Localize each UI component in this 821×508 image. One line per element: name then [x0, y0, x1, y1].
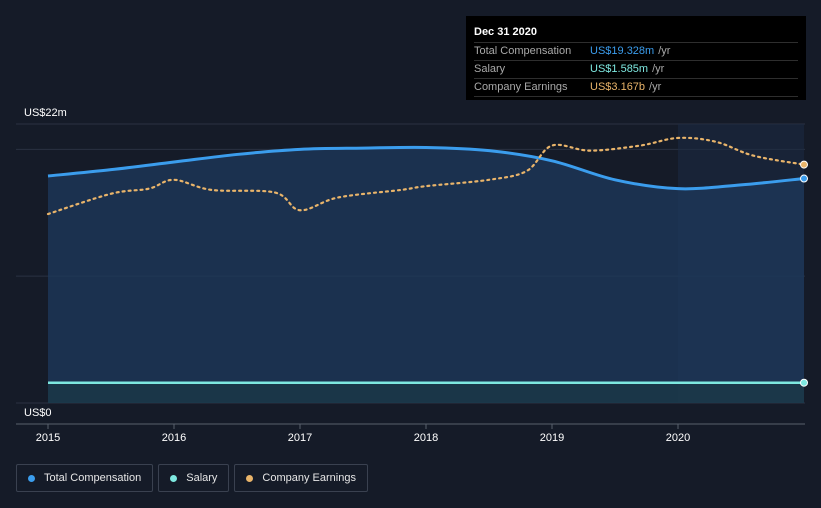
company-earnings-line	[46, 136, 806, 216]
tooltip-row-salary: Salary US$1.585m /yr	[474, 60, 798, 78]
tooltip: Dec 31 2020 Total Compensation US$19.328…	[466, 16, 806, 100]
tooltip-value: US$3.167b	[590, 81, 646, 93]
series-layer	[46, 136, 808, 403]
tooltip-label: Salary	[474, 63, 506, 75]
tooltip-date: Dec 31 2020	[474, 26, 537, 38]
tooltip-unit: /yr	[658, 45, 671, 57]
axis-layer: 2015 2016 2017 2018 2019 2020	[16, 423, 805, 444]
x-tick-label: 2020	[666, 432, 690, 444]
legend-label: Salary	[186, 472, 218, 484]
legend-item-company-earnings[interactable]: Company Earnings	[234, 464, 368, 492]
tooltip-label: Total Compensation	[474, 45, 572, 57]
x-tick-label: 2015	[36, 432, 60, 444]
legend-dot-icon	[170, 474, 178, 482]
tooltip-row-company-earnings: Company Earnings US$3.167b /yr	[474, 78, 798, 97]
tooltip-value: US$1.585m	[590, 63, 649, 75]
total-compensation-area	[48, 147, 804, 403]
y-axis-top-label: US$22m	[24, 107, 67, 119]
tooltip-label: Company Earnings	[474, 81, 568, 93]
legend-item-salary[interactable]: Salary	[158, 464, 230, 492]
x-tick-label: 2018	[414, 432, 438, 444]
legend-item-total-compensation[interactable]: Total Compensation	[16, 464, 154, 492]
legend: Total Compensation Salary Company Earnin…	[16, 464, 368, 492]
salary-area	[48, 382, 804, 403]
tooltip-unit: /yr	[649, 81, 662, 93]
total-compensation-line	[47, 145, 805, 191]
legend-dot-icon	[246, 474, 254, 482]
total-compensation-end-point	[800, 174, 808, 183]
x-tick-label: 2017	[288, 432, 312, 444]
x-tick-label: 2016	[162, 432, 186, 444]
tooltip-unit: /yr	[652, 63, 665, 75]
y-axis-bottom-label: US$0	[24, 407, 52, 419]
x-tick-label: 2019	[540, 432, 564, 444]
tooltip-value: US$19.328m	[590, 45, 655, 57]
salary-end-point	[800, 378, 808, 387]
company-earnings-end-point	[800, 160, 808, 169]
legend-dot-icon	[28, 474, 35, 482]
tooltip-row-total-compensation: Total Compensation US$19.328m /yr	[474, 42, 798, 60]
legend-label: Company Earnings	[262, 472, 356, 484]
legend-label: Total Compensation	[44, 472, 142, 484]
